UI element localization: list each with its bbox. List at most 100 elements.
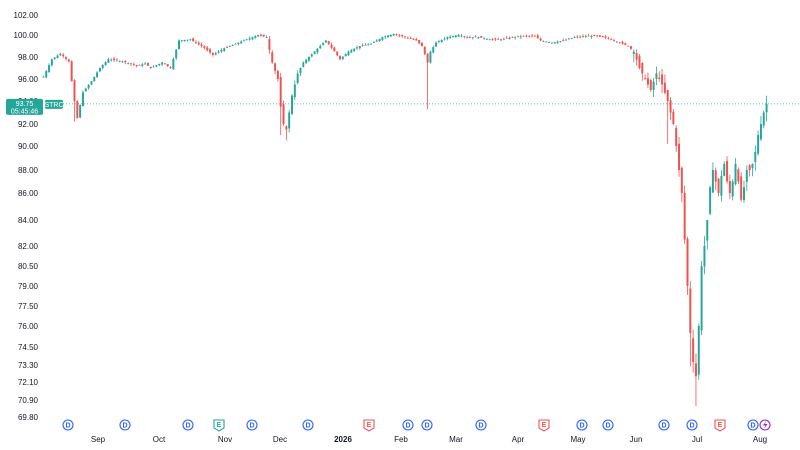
candle[interactable] (669, 97, 672, 121)
candle[interactable] (333, 46, 336, 52)
candle[interactable] (166, 63, 169, 67)
earnings-marker[interactable]: E (714, 419, 726, 432)
candle[interactable] (598, 34, 601, 38)
candle[interactable] (485, 38, 488, 41)
candle[interactable] (649, 78, 652, 92)
candle[interactable] (525, 34, 528, 38)
candle[interactable] (375, 39, 378, 42)
candle[interactable] (706, 219, 709, 250)
candle[interactable] (539, 37, 542, 42)
candle[interactable] (194, 40, 197, 44)
candle[interactable] (678, 137, 681, 177)
candle[interactable] (404, 35, 406, 39)
candle[interactable] (432, 45, 435, 54)
candle[interactable] (257, 34, 260, 37)
candle[interactable] (454, 34, 457, 38)
candle[interactable] (567, 37, 570, 40)
candle[interactable] (754, 145, 757, 171)
candle[interactable] (84, 87, 87, 92)
candle[interactable] (502, 37, 505, 41)
candle[interactable] (480, 36, 483, 38)
candle[interactable] (483, 37, 486, 40)
candle[interactable] (694, 353, 697, 407)
dividend-marker[interactable]: D (658, 419, 670, 431)
candle[interactable] (500, 38, 503, 42)
candle[interactable] (237, 42, 240, 46)
candle[interactable] (158, 63, 161, 66)
candle[interactable] (536, 33, 539, 39)
candle[interactable] (282, 100, 285, 126)
candle[interactable] (96, 71, 99, 79)
candle[interactable] (211, 52, 214, 57)
candle[interactable] (615, 41, 618, 43)
candle[interactable] (573, 35, 576, 39)
candle[interactable] (299, 67, 302, 77)
candle[interactable] (175, 49, 178, 61)
candle[interactable] (757, 130, 760, 156)
candle[interactable] (418, 39, 421, 45)
candle[interactable] (330, 42, 333, 50)
candle[interactable] (468, 35, 471, 38)
candle[interactable] (276, 69, 279, 82)
candle[interactable] (124, 60, 127, 65)
candle[interactable] (584, 34, 587, 39)
candle[interactable] (692, 329, 695, 373)
candle[interactable] (641, 62, 644, 81)
candle[interactable] (505, 36, 508, 39)
candle[interactable] (579, 35, 582, 39)
candle[interactable] (740, 172, 743, 202)
candle[interactable] (463, 35, 466, 39)
candle[interactable] (466, 35, 469, 39)
candle[interactable] (209, 48, 212, 55)
candle[interactable] (367, 43, 370, 46)
candle[interactable] (401, 34, 404, 38)
candle[interactable] (197, 40, 200, 46)
candle[interactable] (115, 58, 118, 62)
candle[interactable] (155, 65, 158, 68)
candle[interactable] (81, 90, 84, 107)
candle[interactable] (663, 74, 666, 95)
candle[interactable] (474, 35, 477, 38)
dividend-marker[interactable]: D (475, 419, 487, 431)
candle[interactable] (279, 72, 282, 135)
dividend-marker[interactable]: D (119, 419, 131, 431)
candle[interactable] (389, 34, 392, 38)
dividend-marker[interactable]: D (402, 419, 414, 431)
candle[interactable] (248, 36, 251, 41)
candle[interactable] (372, 41, 375, 44)
candle[interactable] (364, 43, 367, 46)
candle[interactable] (62, 52, 65, 59)
candle[interactable] (581, 34, 584, 38)
candle[interactable] (613, 38, 616, 42)
candle[interactable] (638, 53, 641, 70)
candle[interactable] (675, 125, 678, 153)
candle[interactable] (723, 161, 726, 177)
candle[interactable] (514, 36, 517, 40)
candle[interactable] (274, 62, 277, 74)
candle[interactable] (550, 42, 553, 45)
candle[interactable] (426, 53, 429, 110)
candle[interactable] (152, 65, 155, 68)
candle[interactable] (601, 35, 604, 38)
candle[interactable] (745, 165, 748, 191)
candle[interactable] (748, 164, 751, 177)
candle[interactable] (593, 34, 596, 37)
candle[interactable] (192, 37, 195, 42)
candle[interactable] (477, 36, 480, 39)
candle[interactable] (138, 64, 141, 66)
candle[interactable] (440, 39, 443, 43)
candle[interactable] (113, 56, 116, 62)
candle[interactable] (65, 56, 68, 61)
candle[interactable] (251, 36, 254, 41)
dividend-marker[interactable]: D (246, 419, 258, 431)
candle[interactable] (703, 236, 706, 275)
candle[interactable] (666, 89, 669, 144)
candle[interactable] (522, 35, 525, 37)
candle[interactable] (576, 35, 579, 39)
candle[interactable] (200, 42, 203, 48)
candle[interactable] (423, 46, 426, 56)
candle[interactable] (409, 36, 412, 40)
candle[interactable] (471, 37, 474, 40)
